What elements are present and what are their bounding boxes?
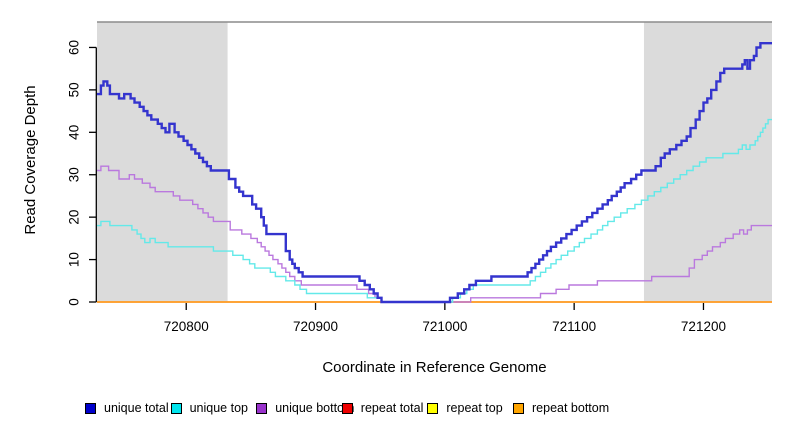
legend-swatch-icon — [427, 402, 439, 414]
legend: unique total unique top unique bottom repea… — [0, 399, 792, 421]
legend-swatch-icon — [513, 402, 524, 414]
legend-item-unique-total: unique total — [85, 399, 169, 417]
series-unique-top — [97, 118, 772, 303]
legend-label: repeat total — [360, 401, 424, 415]
y-tick-label: 20 — [67, 210, 82, 225]
x-tick-label: 721200 — [681, 319, 726, 334]
legend-item-unique-top: unique top — [170, 399, 248, 417]
legend-swatch-icon — [341, 402, 353, 414]
y-axis-title: Read Coverage Depth — [22, 85, 39, 235]
legend-item-unique-bottom: unique bottom — [256, 399, 354, 417]
legend-item-repeat-bottom: repeat bottom — [513, 399, 609, 417]
x-tick-label: 720800 — [164, 319, 209, 334]
x-tick-label: 720900 — [293, 319, 338, 334]
series-unique-bottom — [97, 165, 772, 303]
legend-item-repeat-top: repeat top — [427, 399, 503, 417]
y-tick-label: 30 — [67, 167, 82, 182]
legend-swatch-icon — [256, 402, 268, 414]
x-tick-label: 721000 — [422, 319, 467, 334]
y-tick-label: 60 — [67, 40, 82, 55]
series-unique-total — [97, 42, 772, 304]
legend-item-repeat-total: repeat total — [341, 399, 424, 417]
y-tick-label: 10 — [67, 252, 82, 267]
legend-label: unique bottom — [275, 401, 355, 415]
y-tick-label: 40 — [67, 125, 82, 140]
legend-swatch-icon — [85, 402, 96, 414]
legend-label: repeat top — [446, 401, 503, 415]
x-axis-title: Coordinate in Reference Genome — [322, 359, 547, 376]
legend-label: repeat bottom — [532, 401, 610, 415]
y-tick-label: 0 — [67, 298, 82, 306]
repeat-region-right — [643, 22, 772, 302]
y-tick-label: 50 — [67, 82, 82, 97]
x-tick-label: 721100 — [552, 319, 596, 334]
legend-swatch-icon — [170, 402, 182, 414]
legend-label: unique top — [189, 401, 248, 415]
legend-label: unique total — [104, 401, 169, 415]
